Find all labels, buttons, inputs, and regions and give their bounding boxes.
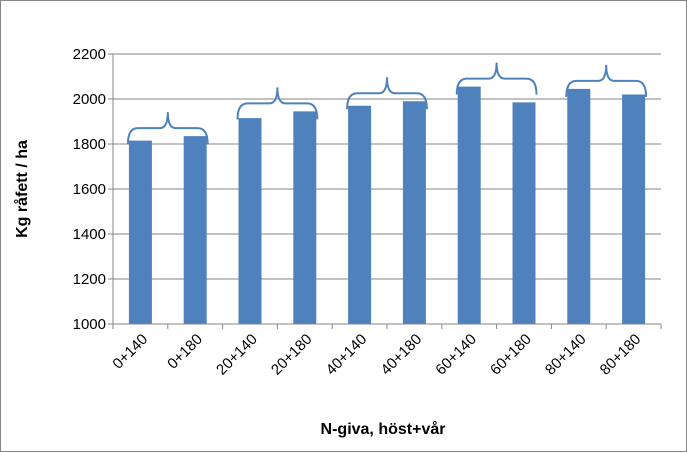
y-axis-title: Kg råfett / ha — [13, 140, 31, 238]
x-tick-label: 0+140 — [109, 331, 151, 373]
bar — [402, 101, 426, 324]
bar — [183, 136, 207, 324]
group-braces — [126, 62, 648, 145]
y-tick-label: 1000 — [73, 316, 106, 333]
brace — [565, 64, 648, 97]
brace — [455, 62, 538, 95]
bar — [238, 118, 262, 324]
bar — [293, 111, 317, 324]
bar — [567, 88, 591, 324]
brace — [236, 87, 319, 120]
y-tick-label: 1200 — [73, 271, 106, 288]
x-tick-label: 40+140 — [323, 331, 371, 379]
bars — [128, 86, 646, 324]
bar — [457, 86, 481, 324]
x-tick-label: 60+140 — [432, 331, 480, 379]
y-tick-label: 2000 — [73, 91, 106, 108]
x-tick-label: 80+180 — [597, 331, 645, 379]
bar — [348, 105, 372, 324]
x-tick-label: 20+140 — [213, 331, 261, 379]
axes — [112, 54, 662, 329]
brace — [346, 77, 428, 110]
y-tick-labels: 1000 1200 1400 1600 1800 2000 2200 — [73, 46, 106, 333]
bar — [128, 140, 152, 324]
x-tick-label: 80+140 — [542, 331, 590, 379]
x-tick-label: 20+180 — [268, 331, 316, 379]
bar — [512, 102, 536, 324]
bar — [622, 94, 646, 324]
y-tick-label: 1400 — [73, 226, 106, 243]
x-tick-labels: 0+140 0+180 20+140 20+180 40+140 40+180 60+140… — [109, 331, 644, 379]
y-tick-label: 1600 — [73, 181, 106, 198]
y-tick-label: 1800 — [73, 136, 106, 153]
x-tick-label: 0+180 — [164, 331, 206, 373]
brace — [126, 112, 209, 145]
x-tick-label: 60+180 — [487, 331, 535, 379]
x-tick-label: 40+180 — [378, 331, 426, 379]
x-axis-title: N-giva, höst+vår — [321, 420, 446, 438]
y-tick-label: 2200 — [73, 46, 106, 63]
